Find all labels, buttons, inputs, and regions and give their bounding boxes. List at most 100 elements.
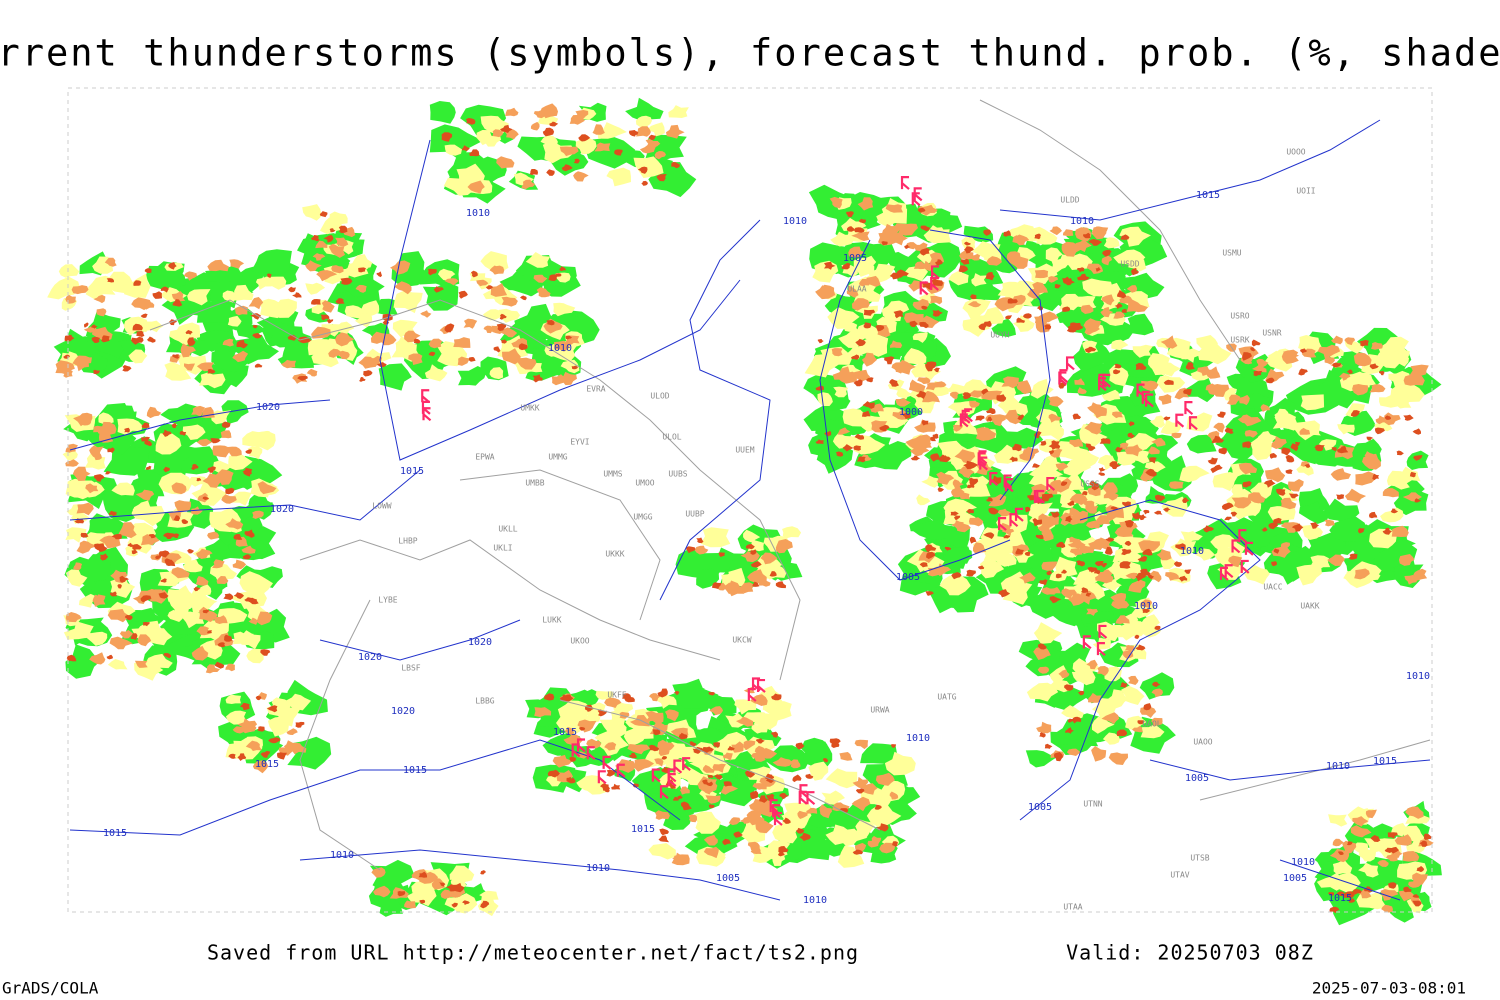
shade-cell [1205,366,1221,379]
station-label: UUBP [685,510,704,519]
station-label: EYVI [570,438,589,447]
shade-cell [988,507,999,515]
shade-cell [94,474,105,482]
shade-cell [925,544,937,553]
shade-cell [73,562,83,570]
shade-cell [871,441,912,470]
shade-cell [137,634,152,647]
shade-cell [529,169,538,175]
shade-cell [1069,322,1081,329]
shade-cell [727,745,735,751]
isobar [819,239,1011,581]
shade-cell [81,554,111,582]
shade-cell [1285,469,1293,474]
shade-cell [1165,572,1180,581]
shade-cell [909,444,930,457]
shade-cell [1331,335,1343,345]
shade-cell [968,477,979,486]
shade-cell [163,466,170,473]
shade-cell [1145,468,1157,477]
shade-cell [1087,567,1094,572]
isobar-label: 1015 [553,727,577,738]
shade-cell [851,298,870,311]
shade-cell [145,653,173,673]
shade-cell [225,487,235,495]
shade-cell [688,814,697,823]
shade-cell [1210,465,1218,474]
shade-cell [78,593,96,608]
shade-cell [1003,230,1011,237]
shade-cell [252,325,258,329]
shade-cell [1404,574,1417,585]
shade-cell [1085,443,1092,448]
shade-cell [213,460,232,473]
shade-cell [858,334,889,357]
shade-cell [1139,514,1147,521]
shade-cell [577,719,597,733]
shade-cell [229,259,245,269]
shade-cell [458,290,468,299]
shade-cell [1228,555,1243,568]
shade-cell [152,291,163,299]
shade-cell [939,574,971,596]
shade-cell [373,885,391,898]
shade-cell [1138,540,1157,552]
shade-cell [476,279,489,287]
shade-cell [171,567,190,579]
shade-cell [124,427,130,433]
shade-cell [628,752,637,759]
shade-cell [1221,502,1234,511]
shade-cell [1088,239,1103,246]
shade-cell [257,726,265,732]
shade-cell [889,791,899,800]
shade-cell [614,149,623,156]
shade-cell [65,527,87,543]
shade-cell [239,571,273,596]
storm-symbol [576,738,586,753]
station-label: UAOL [1142,720,1161,729]
shade-cell [202,496,209,500]
shade-cell [693,811,721,834]
shade-cell [444,278,459,286]
shade-cell [160,578,167,583]
shade-cell [1125,572,1138,580]
shade-cell [1086,659,1098,670]
shade-cell [242,554,252,560]
shade-cell [1175,543,1186,550]
shade-cell [606,167,631,187]
shade-cell [853,227,865,233]
shade-cell [979,306,1004,325]
shade-cell [772,757,793,767]
shade-cell [963,460,975,470]
shade-cell [782,526,802,539]
isobar-label: 1010 [330,850,354,861]
shade-cell [419,899,426,904]
shade-cell [1300,461,1310,467]
shade-cell [1179,465,1210,483]
shade-cell [1111,599,1130,610]
shade-cell [1053,718,1099,747]
station-label: USNR [1262,329,1281,338]
shade-cell [962,313,984,337]
shade-cell [986,416,993,422]
border-line [979,99,1241,361]
shade-cell [264,276,287,290]
shade-cell [1112,548,1142,563]
shade-cell [881,223,900,238]
shade-cell [945,383,967,397]
storm-symbol [806,791,816,806]
shade-cell [1394,834,1412,846]
shade-cell [1332,362,1342,368]
shade-cell [371,867,386,878]
storm-symbol [1098,624,1108,639]
station-label: UTSB [1190,854,1209,863]
shade-cell [999,522,1011,530]
shade-cell [573,158,580,164]
shade-cell [329,211,348,226]
shade-cell [1372,473,1380,481]
border-line [559,699,881,831]
shade-cell [778,846,789,854]
shade-cell [983,229,991,236]
shade-cell [857,197,874,211]
station-label: UMMG [548,453,567,462]
